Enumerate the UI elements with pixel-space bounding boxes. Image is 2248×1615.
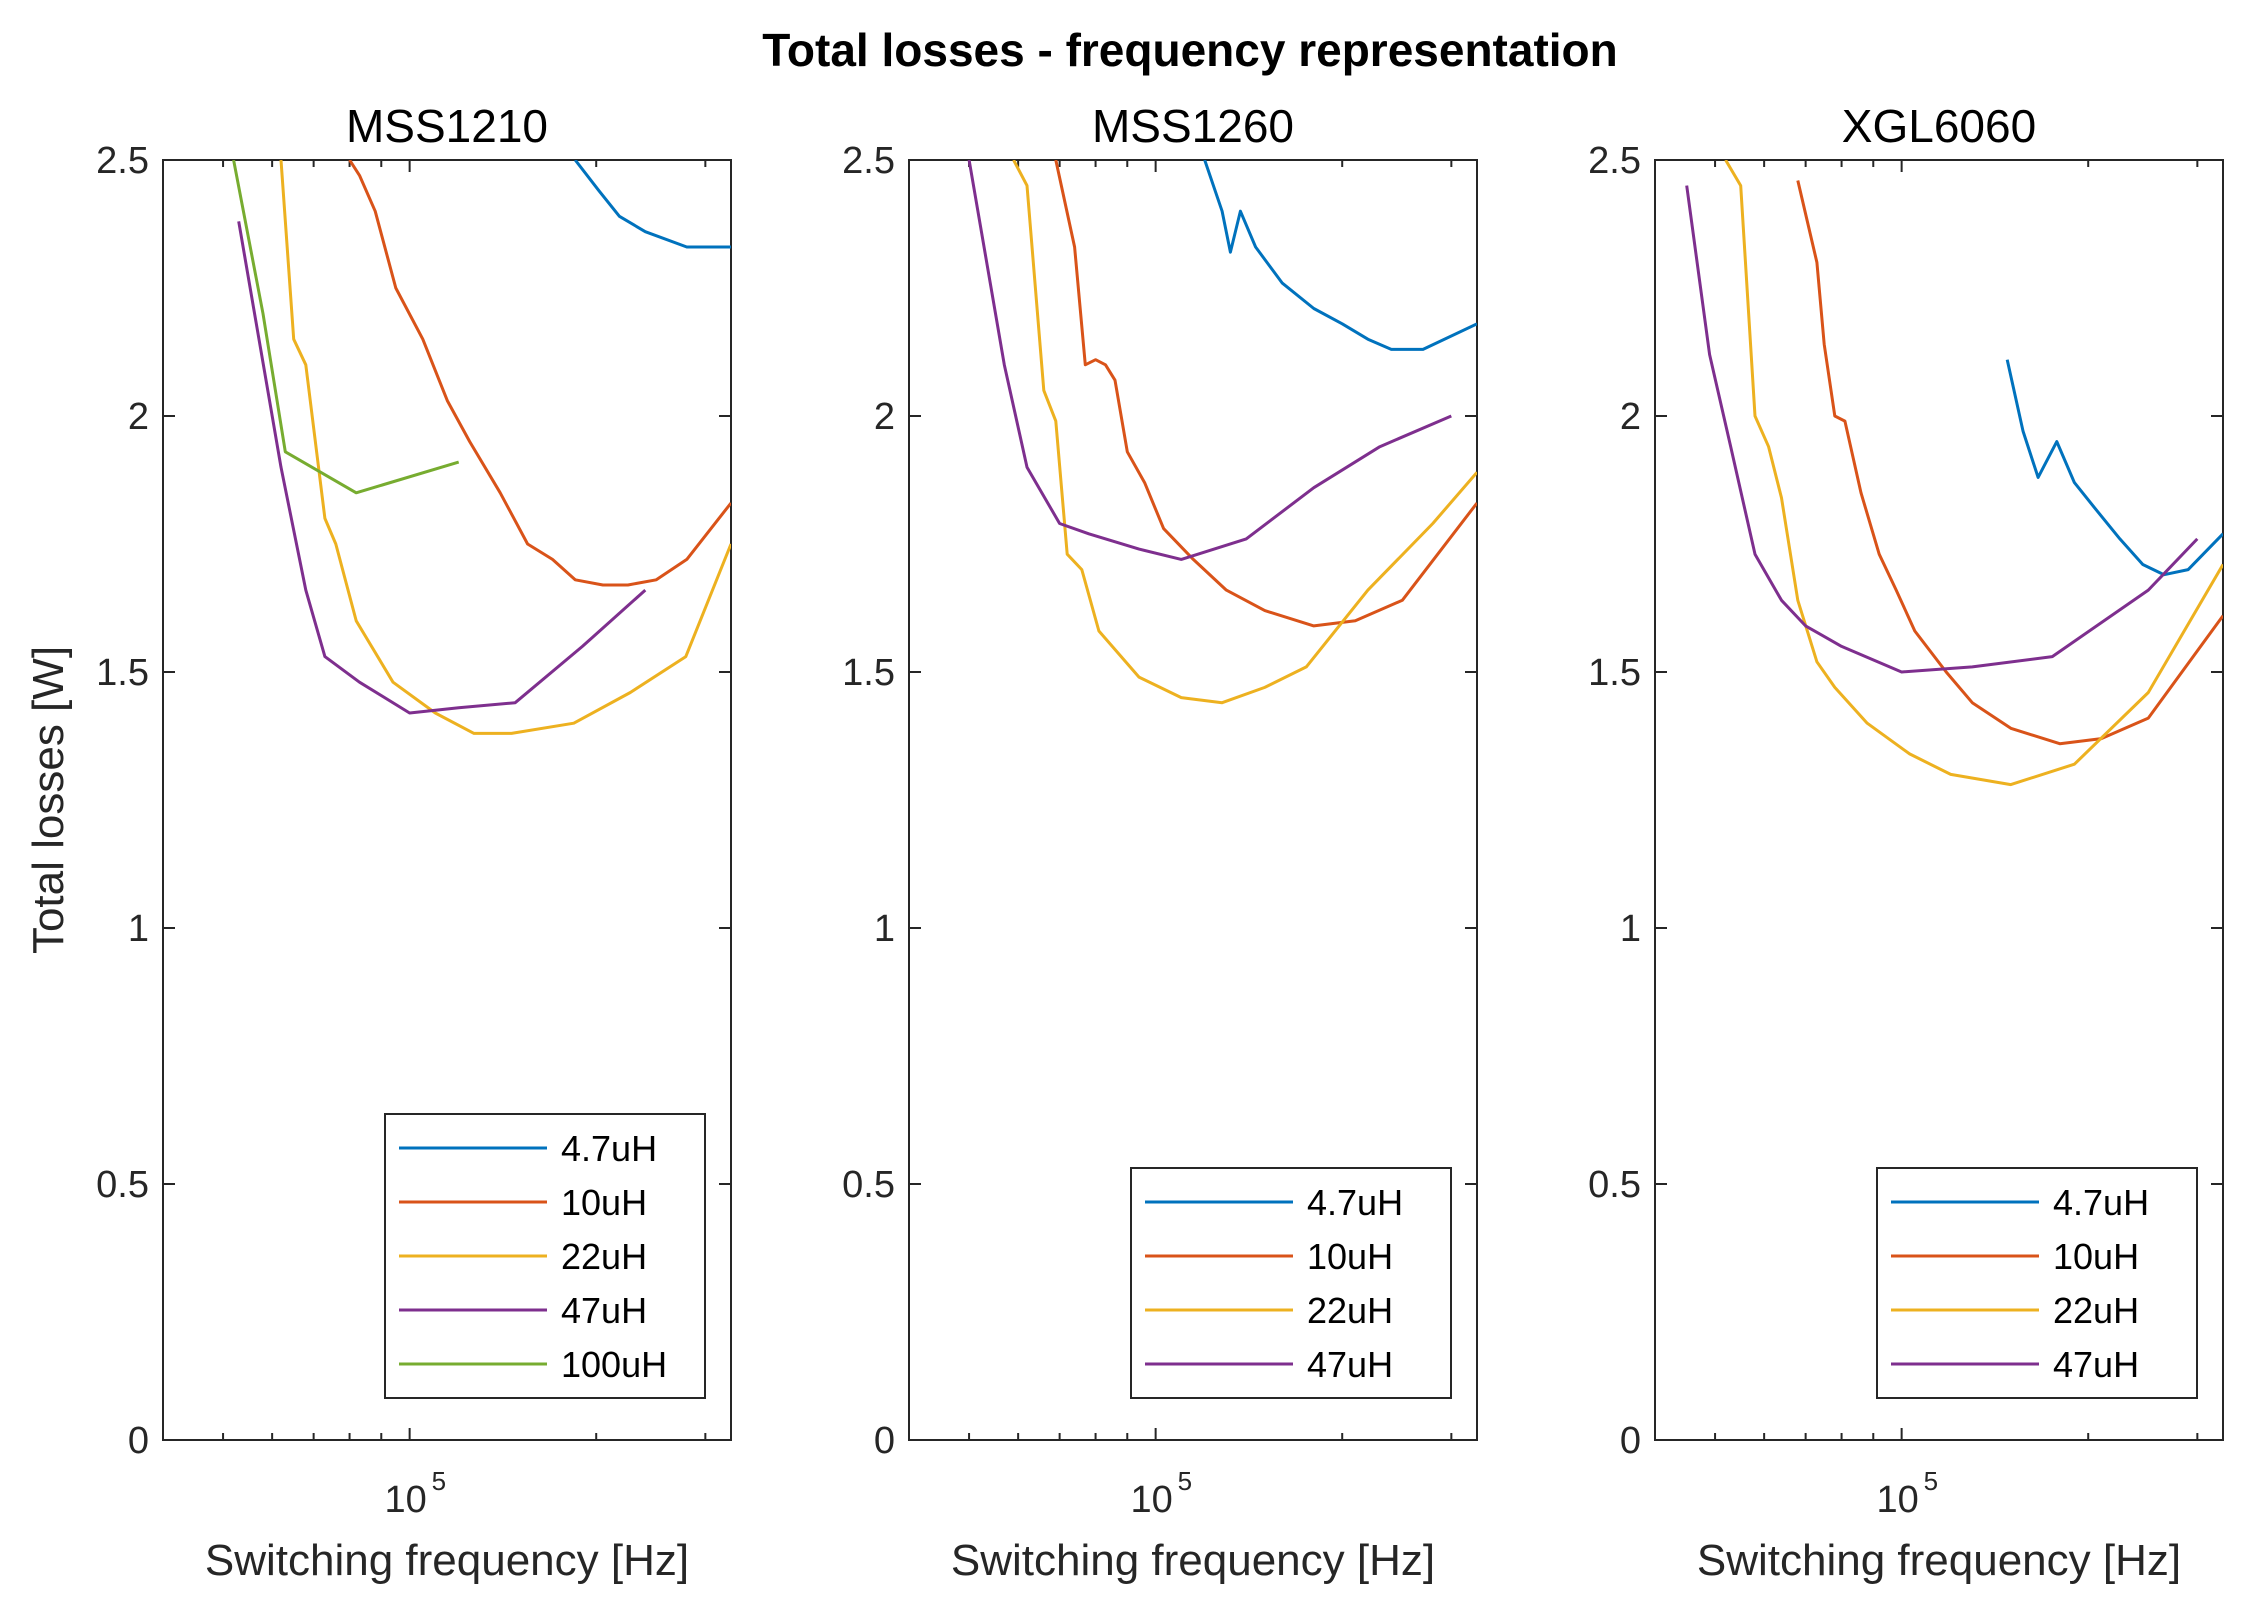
series-line-10uh [1054,160,1477,628]
legend-entry-label: 4.7uH [561,1128,657,1169]
y-tick-label: 2 [874,396,895,438]
legend-box [1130,1167,1452,1399]
figure-title: Total losses - frequency representation [762,24,1618,76]
legend-entry-label: 47uH [561,1290,647,1331]
y-tick-label: 1 [128,908,149,950]
y-tick-label: 0.5 [96,1164,149,1206]
y-tick-label: 2 [1620,396,1641,438]
x-tick-label: 10 [1876,1479,1918,1521]
y-axis-label: Total losses [W] [24,646,73,954]
y-tick-label: 1 [1620,908,1641,950]
series-line-4-7uh [2005,359,2223,577]
series-line-22uh [1012,160,1477,705]
y-tick-label: 0.5 [1588,1164,1641,1206]
legend-entry-label: 47uH [1307,1344,1393,1385]
legend: 4.7uH 10uH 22uH 47uH [1876,1167,2198,1399]
series-line-47uh [1685,185,2199,674]
y-tick-label: 0 [1620,1420,1641,1462]
legend-entry-label: 47uH [2053,1344,2139,1385]
series-line-22uh [279,160,731,735]
subplot-title: MSS1210 [346,100,548,152]
y-tick-label: 2 [128,396,149,438]
subplot-title: MSS1260 [1092,100,1294,152]
y-tick-label: 2.5 [842,140,895,182]
legend-entry-label: 4.7uH [1307,1182,1403,1223]
legend-entry-label: 10uH [2053,1236,2139,1277]
y-tick-label: 2.5 [96,140,149,182]
legend: 4.7uH 10uH 22uH 47uH 100uH [384,1113,706,1399]
y-tick-label: 0 [128,1420,149,1462]
x-tick-label-exponent: 5 [1924,1466,1938,1496]
legend-entry-label: 22uH [1307,1290,1393,1331]
y-tick-label: 1.5 [1588,652,1641,694]
series-line-100uh [232,160,460,495]
legend-entry-label: 10uH [1307,1236,1393,1277]
x-tick-label: 10 [1130,1479,1172,1521]
x-axis-label: Switching frequency [Hz] [951,1536,1435,1585]
x-tick-label-exponent: 5 [1178,1466,1192,1496]
y-tick-label: 1 [874,908,895,950]
x-axis-label: Switching frequency [Hz] [205,1536,689,1585]
series-line-22uh [1724,160,2223,787]
series-line-47uh [967,160,1452,561]
series-line-4-7uh [1203,160,1477,351]
series-line-47uh [237,221,647,715]
series-group [1685,160,2223,787]
y-tick-label: 0.5 [842,1164,895,1206]
series-line-10uh [1796,180,2223,746]
legend-entry-label: 4.7uH [2053,1182,2149,1223]
subplot-title: XGL6060 [1842,100,2036,152]
x-axis-label: Switching frequency [Hz] [1697,1536,2181,1585]
subplot-mss1210: MSS1210 0 0.5 1 1.5 2 2.5 10 5 Switching frequenc… [24,100,732,1585]
x-tick-label-exponent: 5 [432,1466,446,1496]
legend-box [1876,1167,2198,1399]
series-group [232,160,731,735]
y-tick-label: 1.5 [842,652,895,694]
legend-entry-label: 22uH [2053,1290,2139,1331]
subplot-xgl6060: XGL6060 0 0.5 1 1.5 2 2.5 10 5 Switching frequenc… [1588,100,2224,1585]
y-tick-label: 0 [874,1420,895,1462]
legend-entry-label: 100uH [561,1344,667,1385]
subplot-mss1260: MSS1260 0 0.5 1 1.5 2 2.5 10 5 Switching frequenc… [842,100,1478,1585]
series-line-4-7uh [574,160,731,249]
legend-entry-label: 22uH [561,1236,647,1277]
x-tick-label: 10 [384,1479,426,1521]
legend: 4.7uH 10uH 22uH 47uH [1130,1167,1452,1399]
series-line-10uh [348,160,731,587]
legend-entry-label: 10uH [561,1182,647,1223]
series-group [967,160,1477,705]
y-tick-label: 2.5 [1588,140,1641,182]
y-tick-label: 1.5 [96,652,149,694]
